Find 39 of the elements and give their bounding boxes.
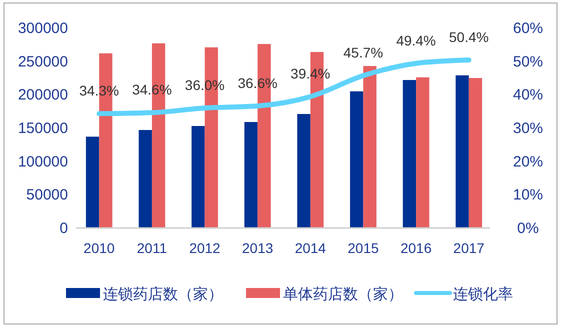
x-tick-label: 2014: [294, 240, 326, 256]
x-tick-label: 2010: [84, 240, 115, 256]
y-tick-label: 50000: [26, 186, 68, 204]
y2-tick-label: 0%: [517, 220, 539, 237]
bar: [468, 78, 482, 228]
y-tick-label: 100000: [18, 153, 68, 170]
bar: [244, 122, 258, 228]
y-tick-label: 250000: [18, 53, 68, 70]
y-tick-label: 150000: [18, 120, 68, 137]
y2-tick-label: 30%: [512, 120, 544, 137]
bar: [297, 114, 310, 228]
y2-tick-label: 10%: [512, 186, 544, 204]
data-label: 49.4%: [396, 32, 436, 48]
y-tick-label: 0: [60, 220, 68, 237]
x-tick-label: 2012: [189, 240, 221, 256]
x-tick-label: 2015: [348, 240, 380, 256]
x-tick-label: 2017: [453, 240, 485, 256]
bar: [86, 136, 100, 228]
bar: [350, 91, 364, 228]
data-label: 50.4%: [449, 29, 489, 45]
y2-tick-label: 20%: [512, 153, 544, 170]
bar: [138, 130, 152, 228]
x-tick-label: 2016: [400, 240, 432, 256]
y2-tick-label: 50%: [512, 53, 544, 70]
y2-tick-label: 60%: [512, 20, 544, 37]
y2-tick-label: 40%: [512, 86, 544, 104]
bar: [192, 126, 205, 228]
legend-label: 单体药店数（家）: [283, 285, 403, 303]
legend-label: 连锁药店数（家）: [103, 285, 223, 303]
y-tick-label: 300000: [18, 20, 68, 37]
x-tick-label: 2013: [242, 240, 274, 256]
legend-label: 连锁化率: [453, 285, 513, 303]
y-tick-label: 200000: [18, 86, 68, 104]
bar: [402, 80, 416, 228]
bar: [416, 77, 430, 228]
bar: [363, 66, 376, 228]
data-label: 45.7%: [343, 44, 384, 61]
x-tick-label: 2011: [136, 240, 168, 256]
bar: [456, 75, 469, 228]
